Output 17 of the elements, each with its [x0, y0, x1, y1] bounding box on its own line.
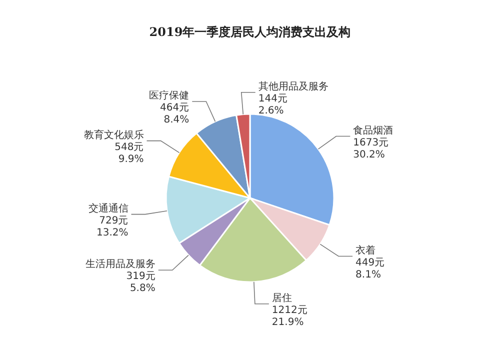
data-label: 729元 13.2%: [96, 215, 128, 238]
chart-title: 2019年一季度居民人均消费支出及构: [149, 25, 351, 39]
data-label: 144元 2.6%: [258, 93, 288, 116]
slice-label: 生活用品及服务: [85, 258, 156, 270]
data-label: 1673元 30.2%: [353, 137, 389, 160]
slice-label: 衣着: [356, 244, 376, 256]
data-label: 449元 8.1%: [356, 257, 385, 280]
slice-label: 医疗保健: [149, 90, 190, 102]
data-label: 319元 5.8%: [126, 271, 156, 294]
data-label: 464元 8.4%: [160, 102, 190, 126]
slice-label: 其他用品及服务: [258, 80, 328, 92]
slice-label: 教育文化娱乐: [84, 128, 144, 141]
slice-label: 交通通信: [88, 202, 128, 214]
data-label: 1212元 21.9%: [272, 304, 308, 328]
data-label: 548元 9.9%: [114, 142, 144, 165]
slice-label: 食品烟酒: [353, 124, 394, 136]
slice-label: 居住: [272, 292, 292, 304]
